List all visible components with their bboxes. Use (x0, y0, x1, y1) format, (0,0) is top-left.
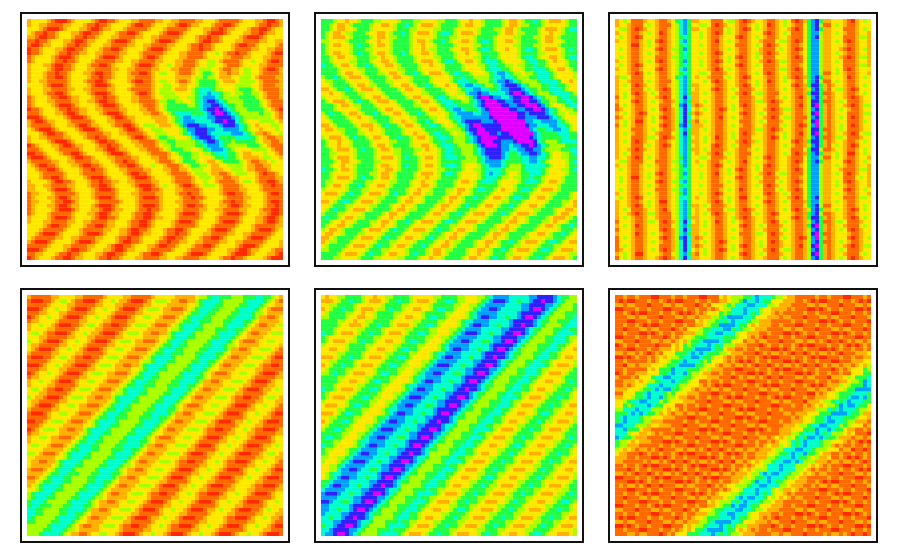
panel-top-center (314, 12, 584, 267)
pattern-image-top-center (321, 19, 577, 260)
pattern-image-bottom-left (27, 295, 283, 536)
panel-top-left (20, 12, 290, 267)
panel-top-right (608, 12, 878, 267)
panel-bottom-right (608, 288, 878, 543)
pattern-image-top-left (27, 19, 283, 260)
pattern-image-bottom-right (615, 295, 871, 536)
pattern-image-top-right (615, 19, 871, 260)
pattern-image-bottom-center (321, 295, 577, 536)
panel-bottom-center (314, 288, 584, 543)
panel-bottom-left (20, 288, 290, 543)
